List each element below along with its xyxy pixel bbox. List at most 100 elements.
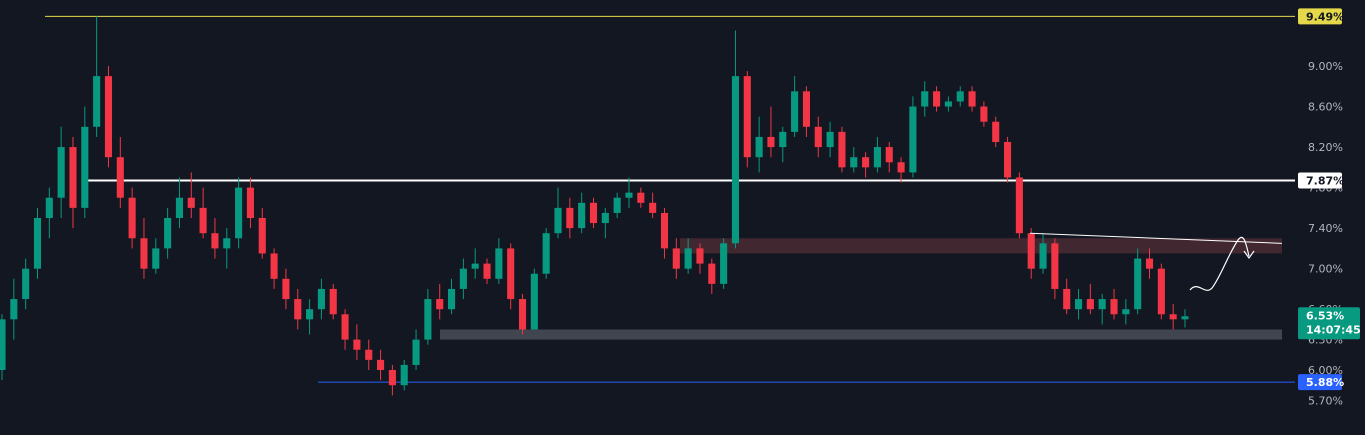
candle bbox=[1181, 309, 1189, 328]
candle bbox=[885, 142, 893, 173]
candle-body bbox=[459, 268, 467, 289]
candle-body bbox=[921, 91, 929, 107]
low-badge-text: 5.88% bbox=[1306, 376, 1344, 389]
candle bbox=[649, 192, 657, 218]
candle bbox=[424, 288, 432, 345]
candle-body bbox=[507, 248, 515, 300]
candle bbox=[483, 258, 491, 284]
candle-body bbox=[164, 218, 172, 249]
candle-body bbox=[400, 364, 408, 386]
candle-body bbox=[22, 268, 30, 300]
candle bbox=[1145, 248, 1154, 279]
candle bbox=[601, 207, 609, 239]
candle bbox=[447, 278, 456, 315]
candle bbox=[672, 238, 680, 279]
candle-body bbox=[199, 207, 207, 234]
candle-body bbox=[33, 218, 42, 269]
candle-body bbox=[116, 157, 124, 198]
candle-body bbox=[175, 197, 183, 218]
candle bbox=[589, 197, 598, 229]
candle bbox=[1169, 304, 1177, 330]
candle-body bbox=[140, 238, 148, 269]
candle bbox=[258, 207, 266, 259]
candle-body bbox=[980, 106, 988, 122]
trendline[interactable] bbox=[1029, 232, 1283, 244]
candle bbox=[341, 309, 349, 350]
candle-body bbox=[637, 192, 645, 203]
demand-zone[interactable] bbox=[440, 329, 1282, 340]
supply-zone[interactable] bbox=[680, 238, 1282, 254]
candle-body bbox=[625, 192, 633, 198]
candle-body bbox=[1051, 243, 1059, 289]
current-price-badge-text: 14:07:45 bbox=[1306, 323, 1361, 336]
candle bbox=[1098, 294, 1106, 325]
candle bbox=[45, 187, 53, 239]
high-badge-text: 9.49% bbox=[1306, 10, 1344, 23]
candle-body bbox=[944, 101, 952, 107]
candle-body bbox=[530, 273, 538, 330]
projection-arrow[interactable] bbox=[1189, 236, 1250, 291]
candle-body bbox=[294, 299, 302, 320]
candle-body bbox=[850, 157, 858, 168]
candle-body bbox=[589, 202, 598, 224]
candle bbox=[1027, 228, 1035, 279]
candle bbox=[0, 314, 6, 381]
candle-body bbox=[235, 187, 243, 239]
candle-body bbox=[660, 212, 669, 249]
candle-body bbox=[282, 278, 290, 300]
candle bbox=[873, 136, 881, 173]
candle-body bbox=[838, 131, 846, 168]
candle-body bbox=[447, 288, 456, 310]
candle bbox=[779, 126, 787, 163]
candle bbox=[199, 187, 207, 239]
candle-body bbox=[495, 248, 503, 279]
candle bbox=[353, 324, 361, 360]
high-badge: 9.49% bbox=[1298, 8, 1344, 25]
candle-body bbox=[1157, 268, 1165, 315]
candle bbox=[814, 116, 822, 158]
candle-body bbox=[779, 131, 787, 148]
candle bbox=[1063, 278, 1071, 315]
candle-body bbox=[684, 248, 692, 269]
candle-body bbox=[57, 147, 65, 198]
candle bbox=[1074, 288, 1083, 320]
price-axis[interactable]: 9.00%8.60%8.20%7.80%7.40%7.00%6.60%6.30%… bbox=[1308, 60, 1343, 407]
candle bbox=[720, 238, 728, 289]
candle bbox=[1015, 172, 1023, 239]
candle bbox=[802, 86, 810, 137]
candle-body bbox=[649, 202, 657, 213]
candle-body bbox=[223, 238, 231, 249]
candle bbox=[270, 248, 278, 289]
candle bbox=[897, 157, 905, 183]
candle-body bbox=[554, 207, 562, 234]
resistance-badge: 7.87% bbox=[1298, 172, 1344, 189]
candle-body bbox=[270, 253, 278, 279]
candles-layer bbox=[0, 16, 1189, 396]
candle bbox=[128, 187, 136, 249]
candle bbox=[696, 243, 704, 274]
price-badges: 9.49% 7.87% 5.88% 6.53%14:07:45 bbox=[1298, 8, 1361, 391]
candle bbox=[365, 339, 373, 370]
candle-body bbox=[956, 91, 964, 102]
candle-body bbox=[152, 248, 160, 269]
candle-body bbox=[542, 233, 550, 274]
candle-body bbox=[897, 162, 905, 173]
candle bbox=[743, 71, 751, 168]
y-tick-label: 9.00% bbox=[1308, 60, 1343, 73]
candle bbox=[542, 228, 550, 279]
candle-body bbox=[518, 299, 527, 330]
candle-body bbox=[1169, 314, 1177, 320]
candle bbox=[1004, 136, 1012, 183]
candle-body bbox=[388, 370, 396, 386]
candle bbox=[175, 177, 183, 229]
candle-body bbox=[968, 91, 976, 107]
candle-body bbox=[1110, 299, 1118, 315]
candle-body bbox=[483, 263, 491, 279]
candle-body bbox=[613, 197, 621, 213]
candle-body bbox=[353, 339, 361, 350]
candle-body bbox=[317, 288, 325, 310]
candle bbox=[637, 187, 645, 208]
candle bbox=[400, 359, 408, 391]
candle-body bbox=[743, 76, 751, 158]
